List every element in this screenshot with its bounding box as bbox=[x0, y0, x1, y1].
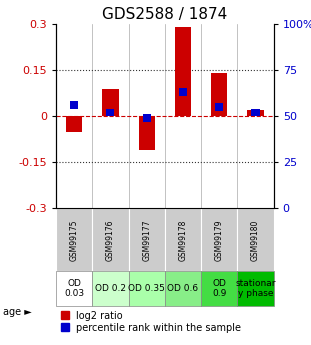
FancyBboxPatch shape bbox=[128, 208, 165, 272]
Legend: log2 ratio, percentile rank within the sample: log2 ratio, percentile rank within the s… bbox=[61, 310, 241, 333]
Bar bbox=[138, 116, 155, 150]
FancyBboxPatch shape bbox=[92, 208, 128, 272]
Text: OD
0.03: OD 0.03 bbox=[64, 279, 84, 298]
Bar bbox=[143, 114, 151, 122]
FancyBboxPatch shape bbox=[92, 272, 128, 306]
Text: GSM99180: GSM99180 bbox=[251, 219, 260, 260]
Bar bbox=[247, 110, 264, 116]
Bar bbox=[102, 89, 118, 116]
Text: GSM99176: GSM99176 bbox=[106, 219, 115, 261]
Text: OD 0.35: OD 0.35 bbox=[128, 284, 165, 293]
Text: age ►: age ► bbox=[3, 307, 32, 317]
FancyBboxPatch shape bbox=[56, 272, 92, 306]
Text: OD
0.9: OD 0.9 bbox=[212, 279, 226, 298]
Text: OD 0.6: OD 0.6 bbox=[167, 284, 198, 293]
Bar bbox=[179, 88, 187, 96]
FancyBboxPatch shape bbox=[128, 272, 165, 306]
FancyBboxPatch shape bbox=[237, 208, 274, 272]
Text: GSM99175: GSM99175 bbox=[70, 219, 79, 261]
FancyBboxPatch shape bbox=[56, 208, 92, 272]
Bar bbox=[211, 73, 227, 116]
Title: GDS2588 / 1874: GDS2588 / 1874 bbox=[102, 7, 227, 22]
Bar bbox=[175, 27, 191, 116]
Text: GSM99178: GSM99178 bbox=[179, 219, 188, 260]
Bar bbox=[70, 101, 78, 109]
FancyBboxPatch shape bbox=[201, 272, 237, 306]
Text: stationar
y phase: stationar y phase bbox=[235, 279, 276, 298]
Bar bbox=[215, 103, 223, 111]
Text: GSM99179: GSM99179 bbox=[215, 219, 224, 261]
FancyBboxPatch shape bbox=[165, 272, 201, 306]
FancyBboxPatch shape bbox=[237, 272, 274, 306]
Text: OD 0.2: OD 0.2 bbox=[95, 284, 126, 293]
Text: GSM99177: GSM99177 bbox=[142, 219, 151, 261]
FancyBboxPatch shape bbox=[165, 208, 201, 272]
Bar bbox=[66, 116, 82, 131]
Bar bbox=[106, 109, 114, 116]
FancyBboxPatch shape bbox=[201, 208, 237, 272]
Bar bbox=[252, 109, 260, 116]
